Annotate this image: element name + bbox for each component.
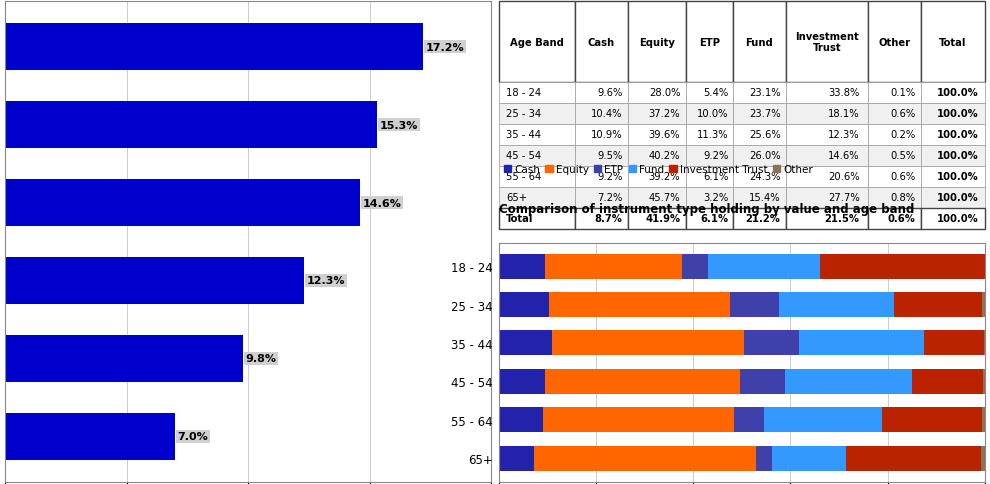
Bar <box>5 180 360 227</box>
Text: 15.3%: 15.3% <box>379 121 418 130</box>
Bar <box>983 369 985 394</box>
Bar <box>5 102 377 149</box>
Bar <box>681 254 708 279</box>
Bar <box>924 331 984 356</box>
Bar <box>545 254 681 279</box>
Bar <box>551 331 744 356</box>
Bar <box>5 257 304 304</box>
Bar <box>912 369 983 394</box>
Bar <box>544 408 734 432</box>
Bar <box>779 292 894 318</box>
Text: 9.8%: 9.8% <box>246 354 277 363</box>
Bar <box>5 24 424 71</box>
Bar <box>763 408 882 432</box>
Bar <box>549 292 731 318</box>
Bar <box>544 369 741 394</box>
Bar <box>499 254 545 279</box>
Bar <box>756 446 771 471</box>
Bar <box>820 254 985 279</box>
Text: 14.6%: 14.6% <box>362 198 401 208</box>
Bar <box>982 408 985 432</box>
Bar <box>981 446 985 471</box>
Bar <box>982 292 985 318</box>
Text: 17.2%: 17.2% <box>426 43 464 53</box>
Bar <box>799 331 924 356</box>
Bar <box>534 446 756 471</box>
Bar <box>499 408 544 432</box>
Bar <box>734 408 763 432</box>
Bar <box>741 369 785 394</box>
Bar <box>894 292 982 318</box>
Bar <box>5 413 175 460</box>
Bar <box>882 408 982 432</box>
Bar <box>785 369 912 394</box>
Bar <box>771 446 846 471</box>
Legend: Cash, Equity, ETP, Fund, Investment Trust, Other: Cash, Equity, ETP, Fund, Investment Trus… <box>504 165 813 175</box>
Text: 12.3%: 12.3% <box>307 276 346 286</box>
Bar <box>499 446 534 471</box>
Bar <box>846 446 981 471</box>
Bar <box>731 292 779 318</box>
Bar <box>499 369 544 394</box>
Bar <box>744 331 799 356</box>
Text: 7.0%: 7.0% <box>177 431 208 441</box>
Bar <box>499 331 551 356</box>
Bar <box>5 335 244 382</box>
Bar <box>499 292 549 318</box>
Bar <box>708 254 820 279</box>
Text: Comparison of instrument type holding by value and age band: Comparison of instrument type holding by… <box>499 203 914 216</box>
